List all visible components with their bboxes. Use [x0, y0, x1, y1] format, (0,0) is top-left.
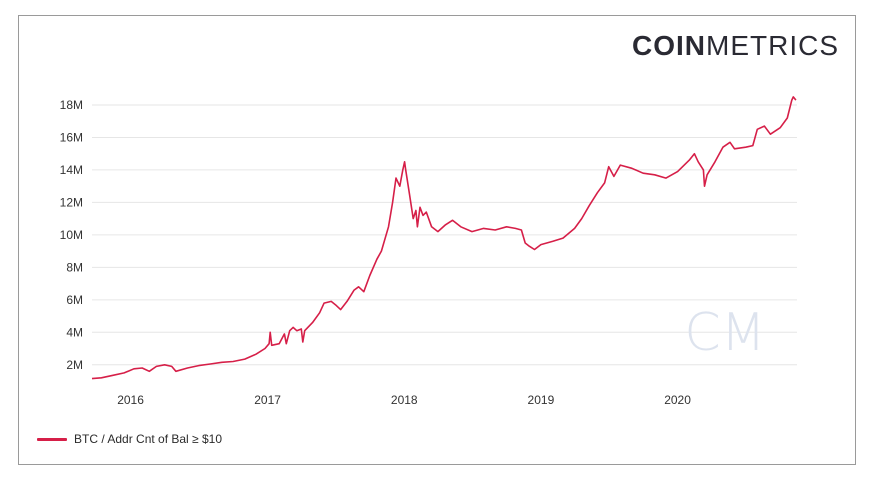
series-line — [91, 96, 797, 380]
y-tick-label: 16M — [60, 130, 83, 144]
x-axis-ticks: 2016 2017 2018 2019 2020 — [117, 393, 691, 407]
cm-watermark: CM — [684, 303, 765, 363]
legend-label: BTC / Addr Cnt of Bal ≥ $10 — [74, 432, 222, 446]
y-tick-label: 12M — [60, 195, 83, 209]
x-tick-label: 2016 — [117, 393, 144, 407]
y-tick-label: 4M — [66, 325, 83, 339]
x-tick-label: 2018 — [391, 393, 418, 407]
logo-light-text: METRICS — [706, 30, 839, 61]
logo-bold-text: COIN — [632, 30, 706, 61]
x-tick-label: 2019 — [528, 393, 555, 407]
x-tick-label: 2020 — [664, 393, 691, 407]
chart-frame — [18, 15, 856, 465]
y-tick-label: 10M — [60, 228, 83, 242]
y-tick-label: 2M — [66, 358, 83, 372]
y-tick-label: 18M — [60, 98, 83, 112]
legend: BTC / Addr Cnt of Bal ≥ $10 — [37, 432, 222, 446]
y-tick-label: 8M — [66, 260, 83, 274]
y-axis-ticks: 2M 4M 6M 8M 10M 12M 14M 16M 18M — [60, 98, 83, 372]
y-tick-label: 6M — [66, 293, 83, 307]
y-tick-label: 14M — [60, 163, 83, 177]
grid-layer — [92, 104, 797, 366]
x-tick-label: 2017 — [254, 393, 281, 407]
legend-swatch — [37, 437, 67, 441]
coinmetrics-logo: COINMETRICS — [632, 30, 839, 62]
